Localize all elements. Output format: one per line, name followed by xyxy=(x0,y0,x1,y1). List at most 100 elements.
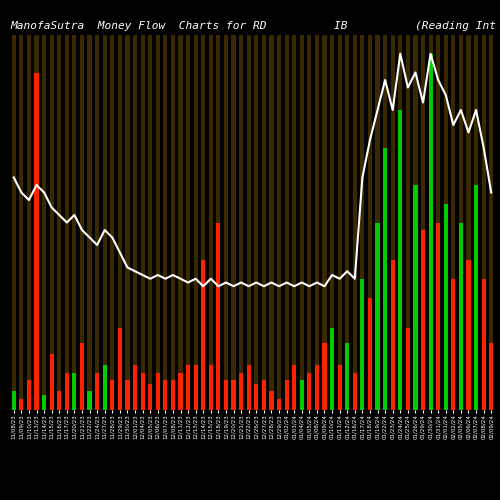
Bar xyxy=(246,35,251,410)
Bar xyxy=(171,402,175,410)
Bar xyxy=(164,380,168,410)
Bar xyxy=(246,365,251,410)
Bar xyxy=(65,372,69,410)
Bar xyxy=(110,380,114,410)
Bar xyxy=(110,402,114,410)
Bar xyxy=(224,402,228,410)
Bar xyxy=(300,380,304,410)
Bar xyxy=(254,402,258,410)
Bar xyxy=(186,402,190,410)
Bar xyxy=(118,402,122,410)
Bar xyxy=(489,35,494,410)
Bar xyxy=(406,35,410,410)
Bar xyxy=(474,185,478,410)
Bar xyxy=(428,54,432,410)
Bar xyxy=(20,35,24,410)
Bar xyxy=(352,372,357,410)
Bar xyxy=(208,402,213,410)
Bar xyxy=(489,342,494,410)
Bar xyxy=(133,365,137,410)
Bar xyxy=(451,35,456,410)
Bar xyxy=(322,35,326,410)
Bar xyxy=(383,148,387,410)
Bar xyxy=(360,278,364,410)
Bar xyxy=(459,222,463,410)
Bar xyxy=(42,35,46,410)
Bar xyxy=(50,402,54,410)
Bar xyxy=(178,35,182,410)
Bar xyxy=(277,398,281,410)
Bar xyxy=(345,342,350,410)
Bar xyxy=(194,402,198,410)
Bar xyxy=(20,398,24,410)
Bar xyxy=(171,380,175,410)
Bar xyxy=(118,328,122,410)
Bar xyxy=(12,391,16,410)
Bar xyxy=(292,35,296,410)
Bar xyxy=(133,35,137,410)
Bar xyxy=(72,402,76,410)
Bar xyxy=(201,402,205,410)
Bar xyxy=(376,402,380,410)
Bar xyxy=(239,402,243,410)
Bar xyxy=(262,35,266,410)
Bar xyxy=(383,35,387,410)
Bar xyxy=(186,35,190,410)
Bar xyxy=(126,402,130,410)
Bar xyxy=(284,402,288,410)
Bar xyxy=(57,402,62,410)
Bar xyxy=(34,72,38,410)
Bar xyxy=(254,35,258,410)
Bar xyxy=(383,402,387,410)
Bar xyxy=(315,402,319,410)
Bar xyxy=(284,35,288,410)
Bar xyxy=(12,35,16,410)
Bar xyxy=(451,402,456,410)
Bar xyxy=(406,328,410,410)
Bar xyxy=(414,35,418,410)
Bar xyxy=(140,402,144,410)
Bar xyxy=(118,35,122,410)
Bar xyxy=(482,278,486,410)
Bar xyxy=(338,402,342,410)
Bar xyxy=(57,35,62,410)
Bar xyxy=(133,402,137,410)
Bar xyxy=(34,35,38,410)
Bar xyxy=(95,35,99,410)
Bar xyxy=(164,402,168,410)
Bar xyxy=(12,402,16,410)
Bar xyxy=(352,35,357,410)
Bar xyxy=(148,384,152,410)
Bar xyxy=(376,35,380,410)
Bar xyxy=(156,402,160,410)
Bar xyxy=(436,222,440,410)
Bar xyxy=(216,402,220,410)
Bar xyxy=(42,395,46,410)
Bar xyxy=(474,35,478,410)
Bar xyxy=(390,402,395,410)
Bar xyxy=(406,402,410,410)
Bar xyxy=(126,380,130,410)
Bar xyxy=(284,380,288,410)
Bar xyxy=(34,402,38,410)
Bar xyxy=(140,35,144,410)
Bar xyxy=(466,260,470,410)
Bar xyxy=(164,35,168,410)
Bar xyxy=(466,402,470,410)
Bar xyxy=(80,402,84,410)
Bar xyxy=(300,35,304,410)
Text: ManofaSutra  Money Flow  Charts for RD          IB          (Reading Int: ManofaSutra Money Flow Charts for RD IB … xyxy=(10,22,496,32)
Bar xyxy=(292,402,296,410)
Bar xyxy=(50,354,54,410)
Bar xyxy=(360,35,364,410)
Bar xyxy=(194,365,198,410)
Bar xyxy=(72,372,76,410)
Bar xyxy=(50,35,54,410)
Bar xyxy=(390,260,395,410)
Bar xyxy=(186,365,190,410)
Bar xyxy=(65,402,69,410)
Bar xyxy=(171,35,175,410)
Bar xyxy=(421,35,425,410)
Bar xyxy=(88,391,92,410)
Bar xyxy=(232,35,235,410)
